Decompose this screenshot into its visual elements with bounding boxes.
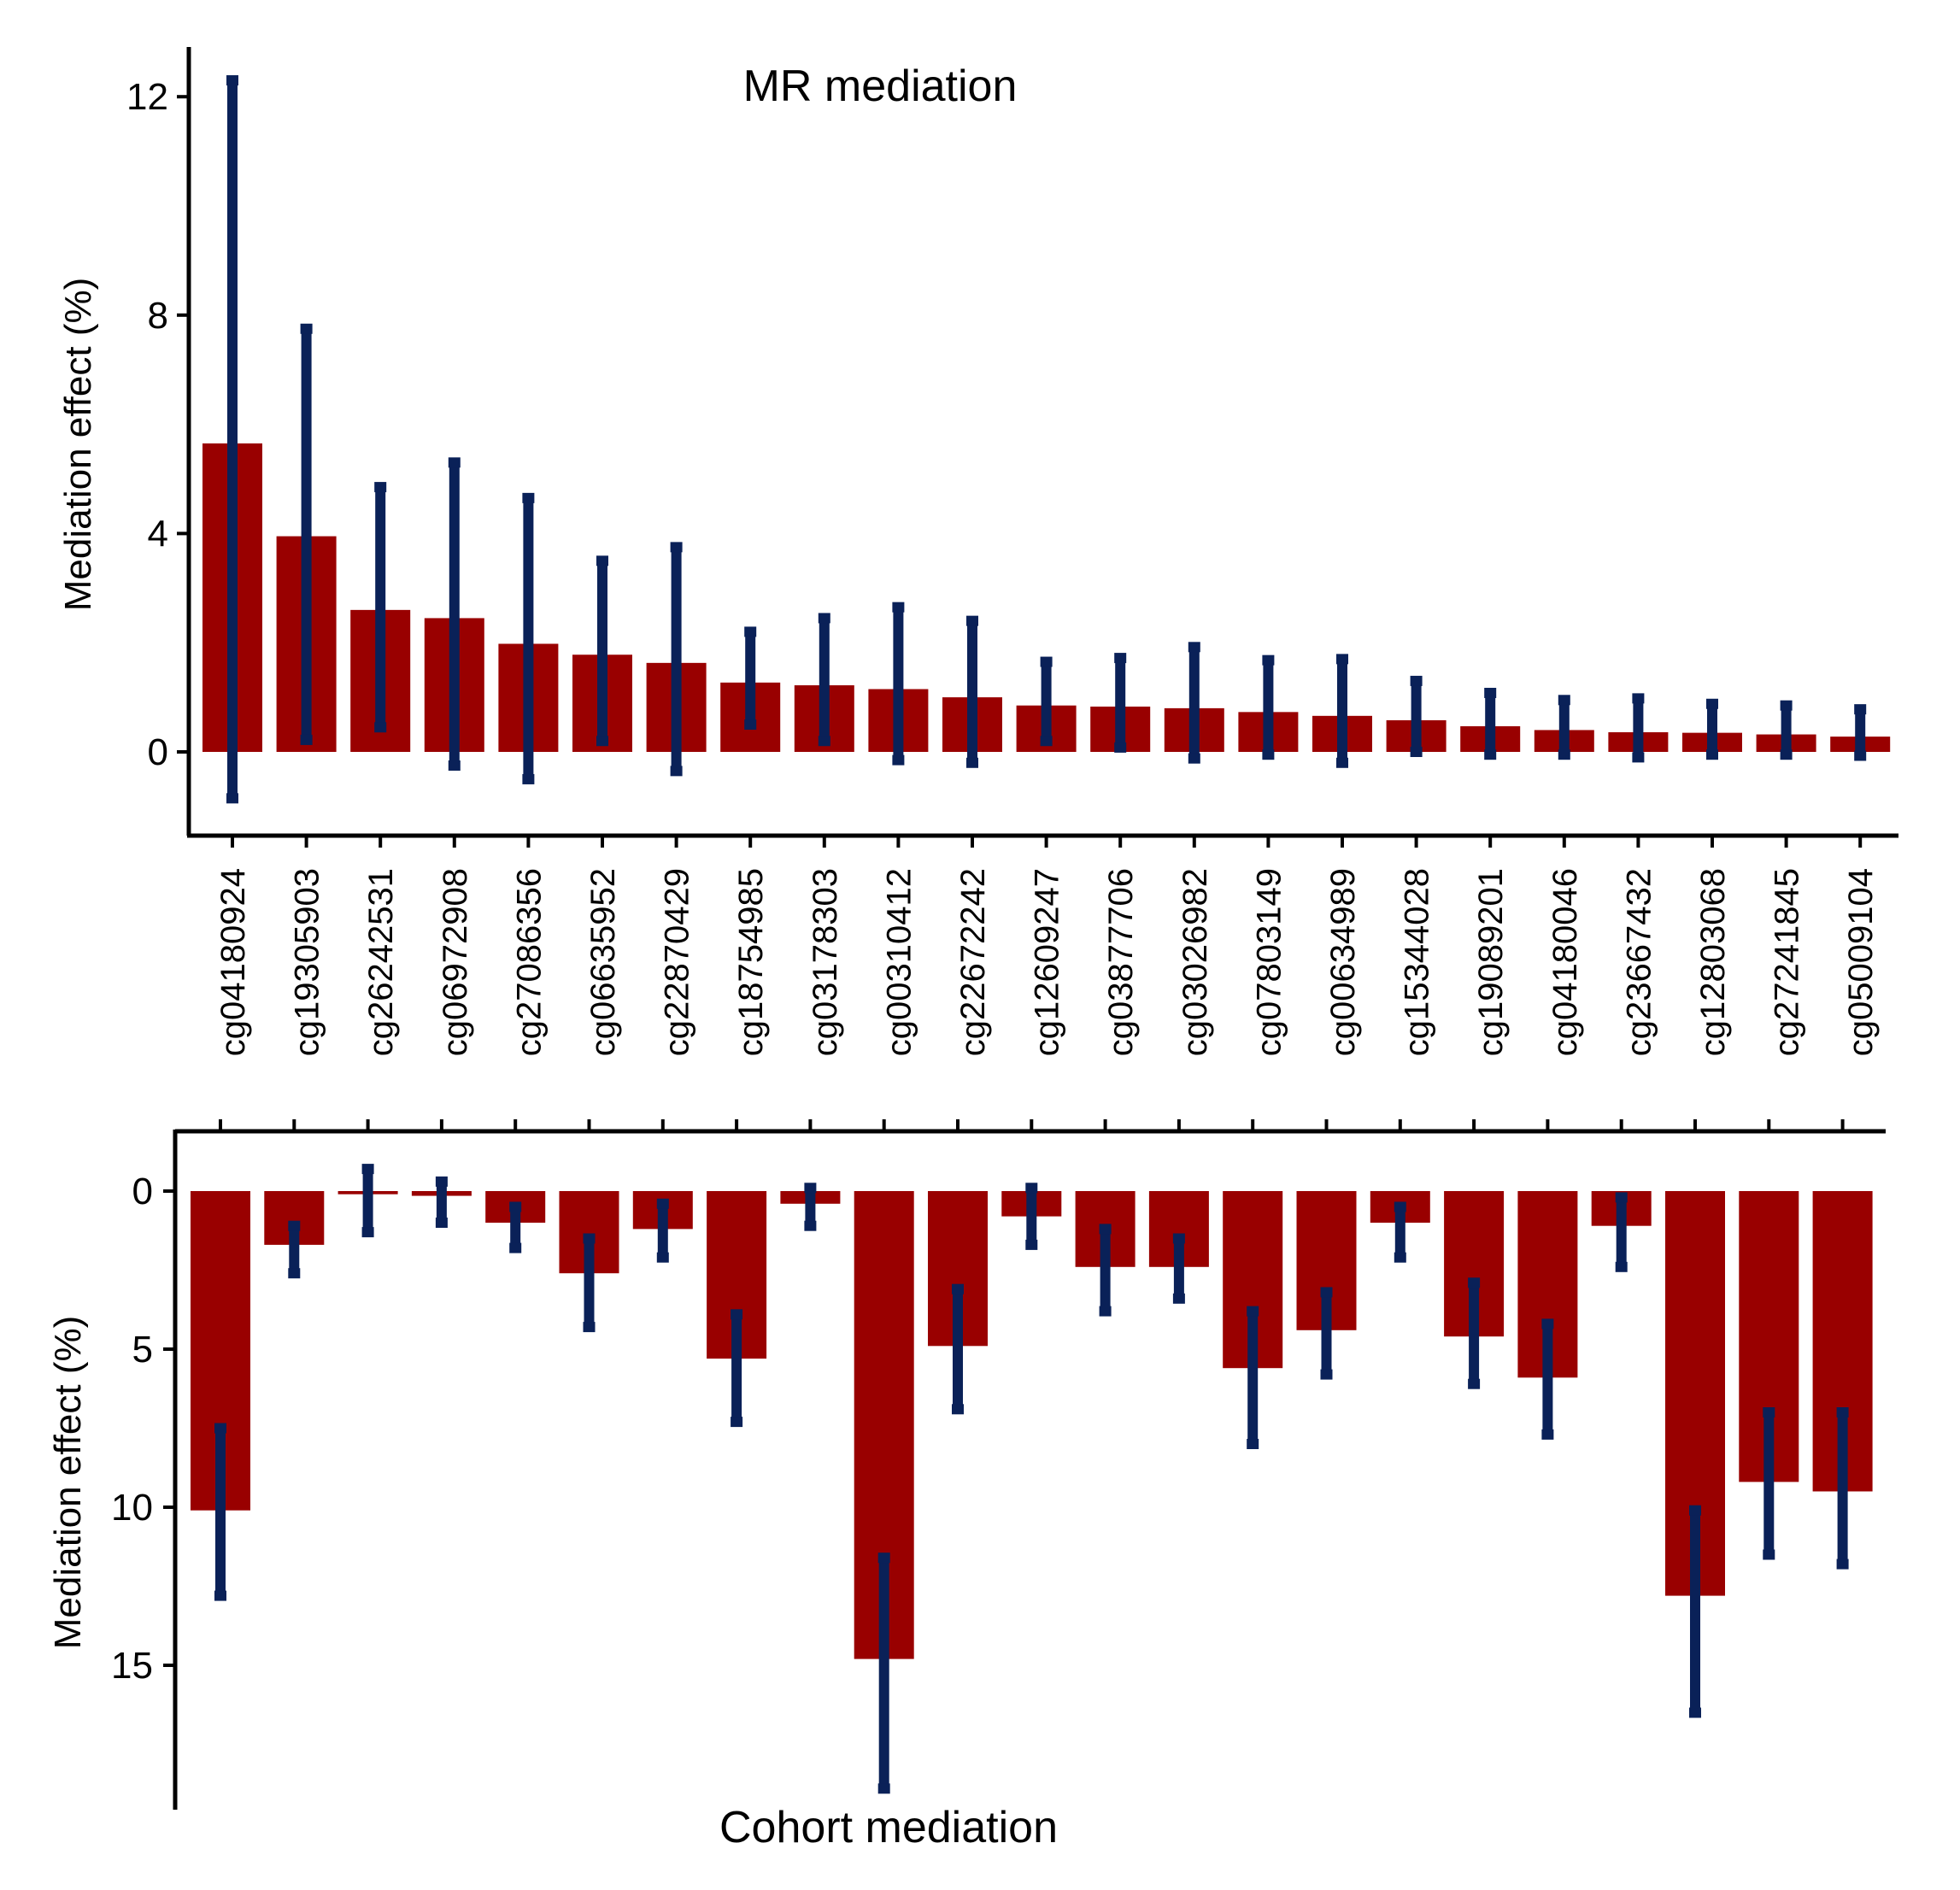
mr-x-tick-label-8: cg03178303: [807, 868, 844, 1056]
mr-y-axis-title: Mediation effect (%): [57, 278, 99, 611]
mr-x-tick-label-10: cg22672242: [954, 868, 992, 1056]
mr-y-tick-label-1: 4: [148, 513, 168, 555]
cohort-y-tick-label-1: 5: [132, 1329, 153, 1371]
mr-x-tick-label-7: cg18754985: [732, 868, 770, 1056]
mr-x-tick-labels: cg04180924 cg19305903 cg26242531 cg06972908…: [214, 836, 1880, 1056]
cohort-error-bars: [214, 1164, 1849, 1794]
mr-x-tick-label-0: cg04180924: [214, 868, 252, 1056]
mr-axes: [186, 47, 1898, 838]
mr-x-tick-label-15: cg00634989: [1324, 868, 1362, 1056]
cohort-y-tick-label-3: 15: [111, 1645, 153, 1687]
mr-error-bars: [226, 75, 1867, 804]
mr-x-tick-label-3: cg06972908: [437, 868, 474, 1056]
mr-y-tick-label-0: 0: [148, 731, 168, 773]
mr-x-tick-label-6: cg22870429: [659, 868, 696, 1056]
cohort-y-ticks: 0 5 10 15: [111, 1171, 175, 1687]
mr-y-ticks: 0 4 8 12: [126, 76, 189, 773]
mr-x-tick-label-13: cg03026982: [1177, 868, 1214, 1056]
mr-x-tick-label-20: cg12803068: [1694, 868, 1732, 1056]
mr-mediation-title: MR mediation: [743, 62, 1018, 111]
mr-y-tick-label-2: 8: [148, 295, 168, 337]
mr-x-tick-label-19: cg23667432: [1620, 868, 1658, 1056]
cohort-mediation-title: Cohort mediation: [719, 1803, 1058, 1852]
mr-x-tick-label-17: cg19089201: [1472, 868, 1510, 1056]
mr-x-tick-label-4: cg27086356: [510, 868, 548, 1056]
cohort-mediation-panel: Mediation effect (%) 0 5 10 15 Cohort media…: [47, 1119, 1886, 1852]
cohort-y-tick-label-0: 0: [132, 1171, 153, 1212]
mr-x-tick-label-14: cg07803149: [1250, 868, 1288, 1056]
mr-x-tick-label-16: cg15344028: [1399, 868, 1436, 1056]
mr-x-tick-label-9: cg00310412: [880, 868, 918, 1056]
mr-x-tick-label-2: cg26242531: [362, 868, 400, 1056]
cohort-axes: [173, 1119, 1886, 1810]
mr-x-tick-label-11: cg12609247: [1029, 868, 1066, 1056]
mr-x-tick-label-12: cg03877706: [1102, 868, 1140, 1056]
mr-x-tick-label-5: cg06635952: [584, 868, 622, 1056]
cohort-y-axis-title: Mediation effect (%): [47, 1316, 89, 1649]
mr-x-tick-label-1: cg19305903: [289, 868, 326, 1056]
mr-y-tick-label-3: 12: [126, 76, 168, 118]
mr-x-tick-label-22: cg05009104: [1842, 868, 1880, 1056]
cohort-y-tick-label-2: 10: [111, 1487, 153, 1529]
mr-x-tick-label-18: cg04180046: [1546, 868, 1584, 1056]
mr-x-tick-label-21: cg27241845: [1769, 868, 1806, 1056]
mr-mediation-panel: MR mediation Mediation effect (%) 04812 …: [57, 47, 1898, 1056]
